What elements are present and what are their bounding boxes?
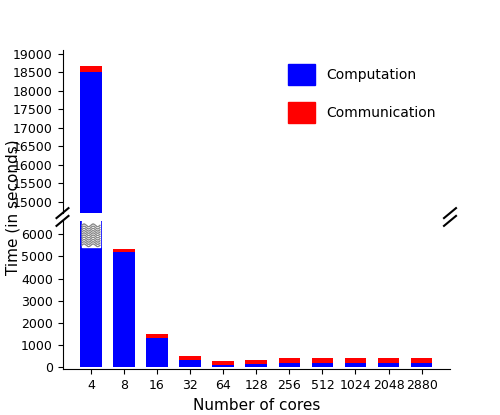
Bar: [344, 363, 366, 367]
Bar: [278, 359, 300, 363]
Bar: [344, 358, 366, 363]
Bar: [312, 363, 333, 367]
Bar: [113, 252, 134, 367]
Bar: [80, 0, 102, 367]
Bar: [180, 356, 201, 360]
Bar: [80, 66, 102, 72]
Legend: Computation, Communication: Computation, Communication: [281, 57, 443, 130]
Bar: [80, 72, 102, 415]
Bar: [146, 334, 168, 338]
Bar: [312, 358, 333, 363]
Text: Time (in seconds): Time (in seconds): [5, 140, 20, 275]
Bar: [378, 363, 400, 367]
Bar: [378, 358, 400, 363]
Bar: [180, 360, 201, 367]
Bar: [246, 360, 267, 364]
X-axis label: Number of cores: Number of cores: [192, 398, 320, 413]
Bar: [212, 365, 234, 367]
Bar: [411, 358, 432, 363]
Bar: [411, 363, 432, 367]
Bar: [212, 361, 234, 365]
Bar: [113, 249, 134, 252]
Bar: [146, 338, 168, 367]
Bar: [278, 363, 300, 367]
Bar: [246, 364, 267, 367]
